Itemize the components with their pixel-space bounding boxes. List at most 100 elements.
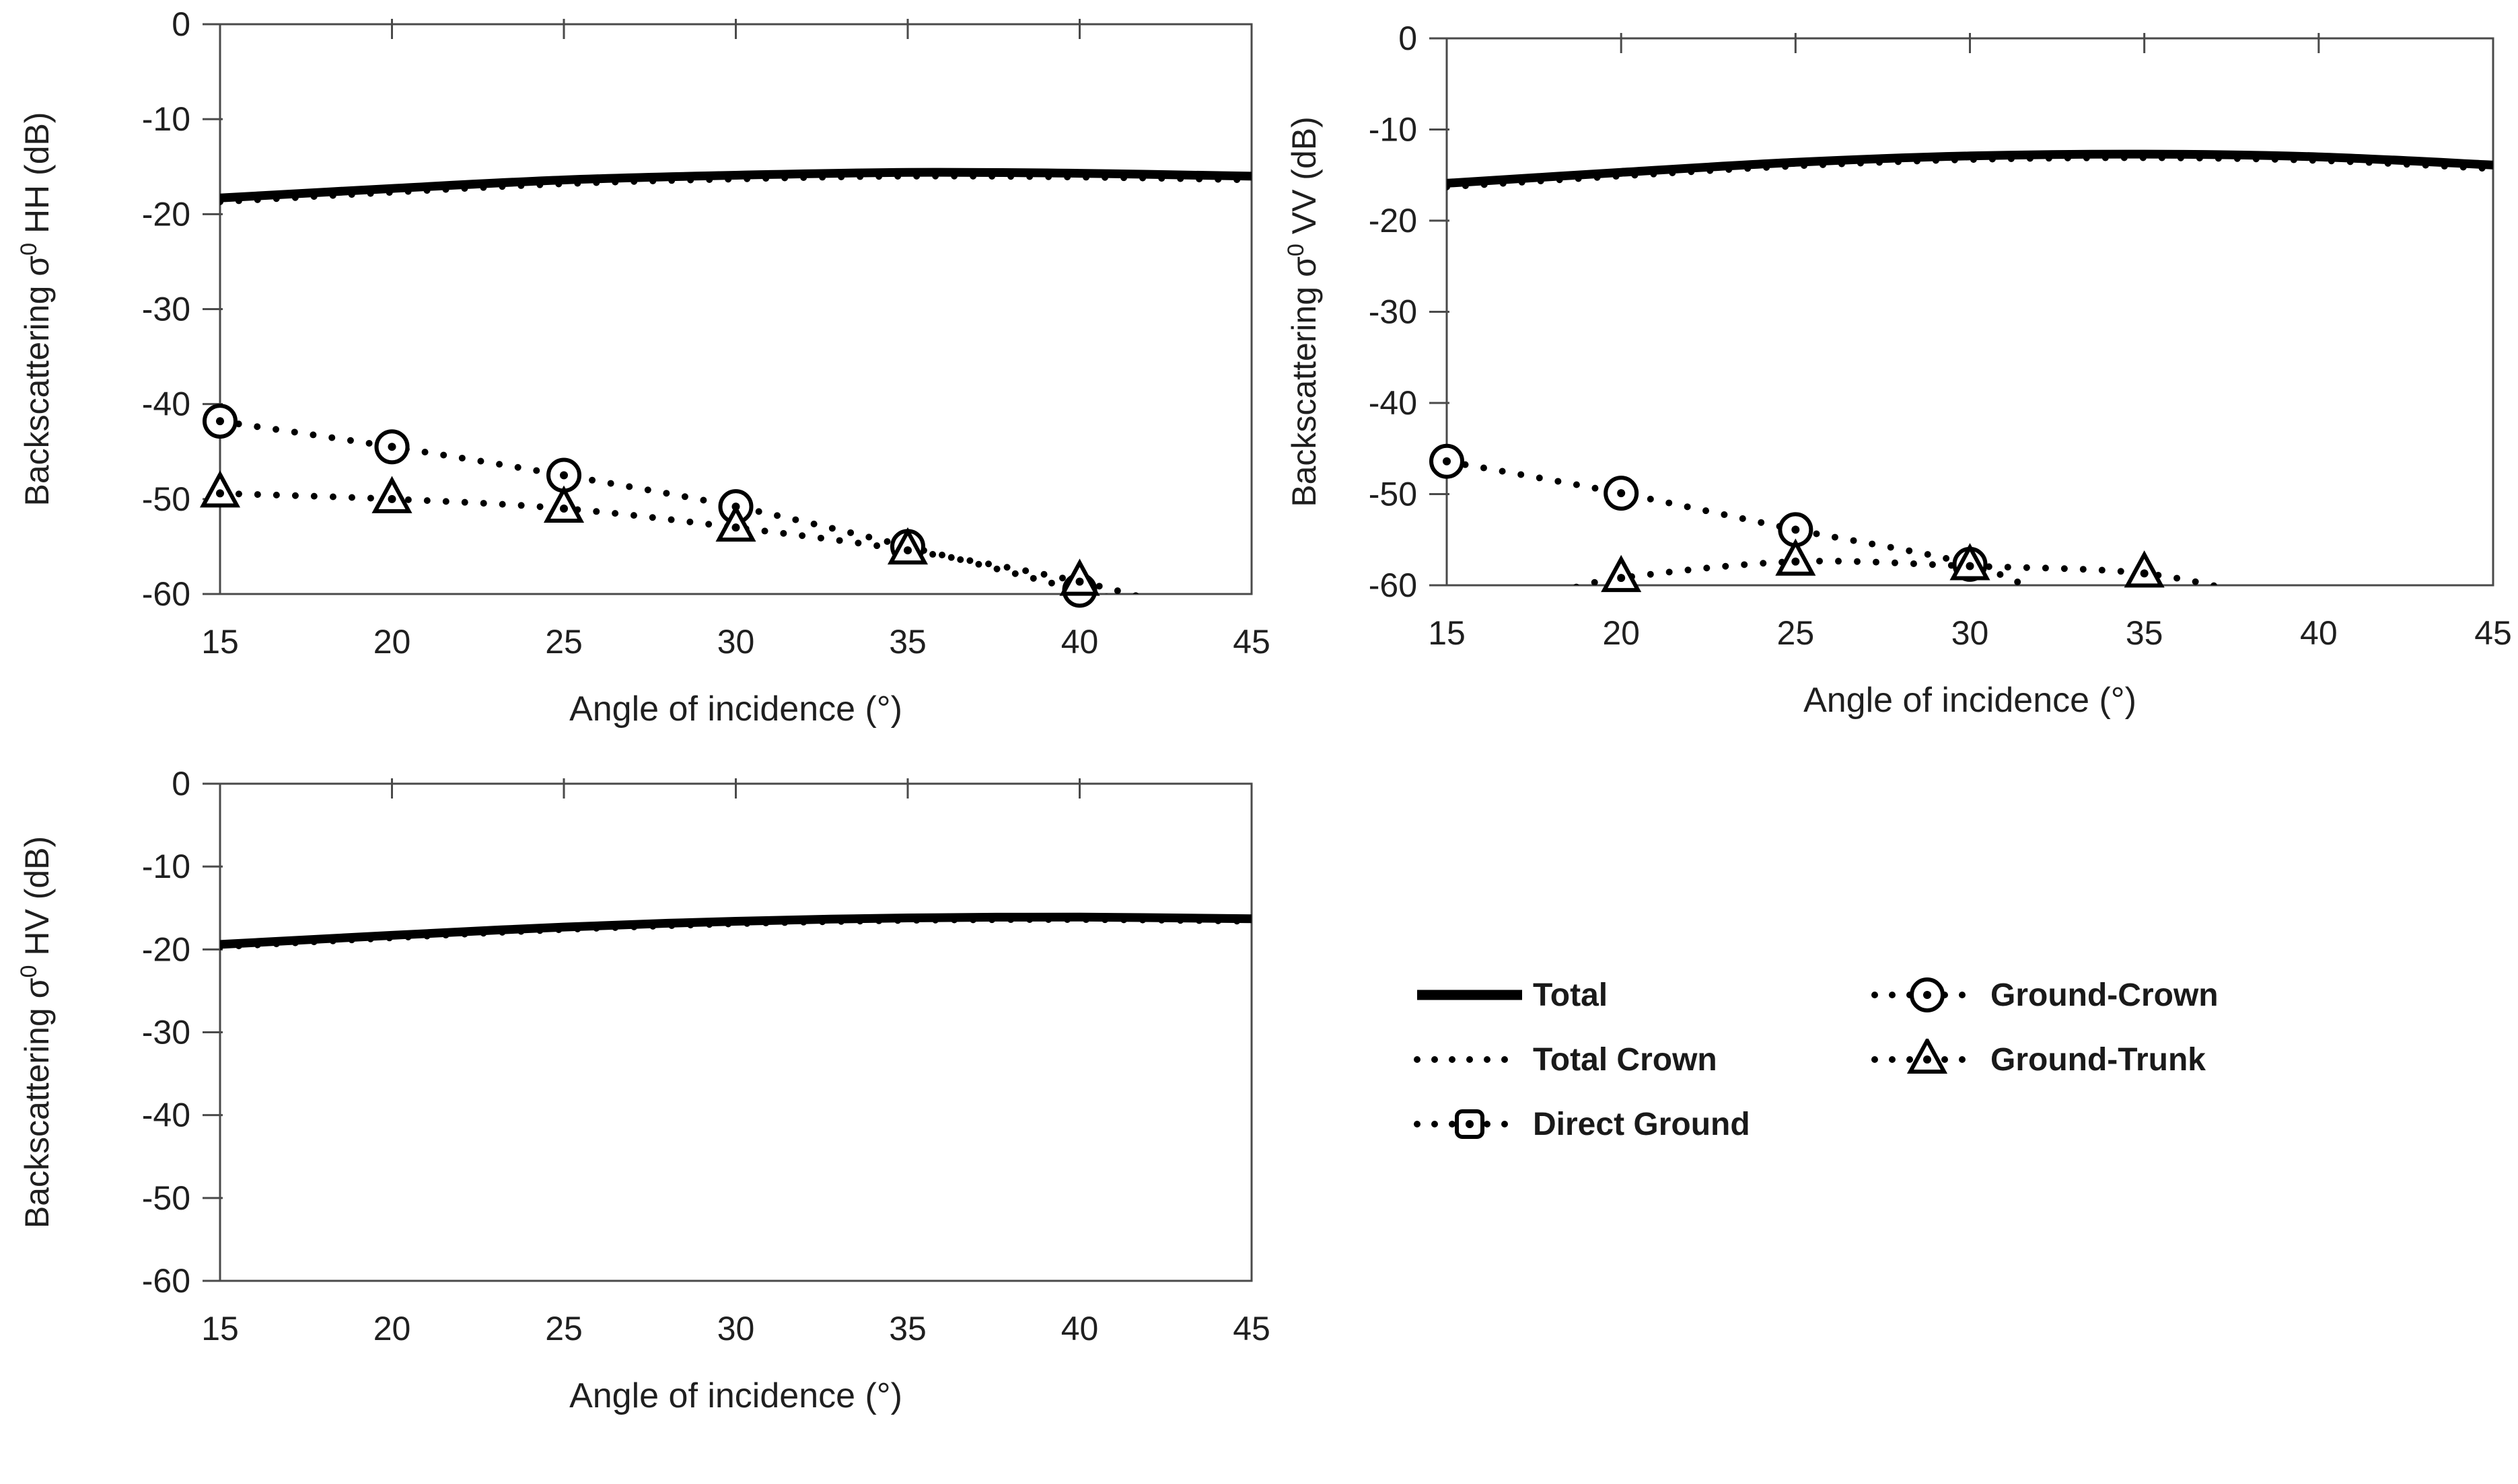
vv-xtick-label: 25: [1777, 614, 1815, 652]
hh-ground-trunk-marker-triangle-1: [371, 476, 412, 513]
chart-hh: 0 -10 -20 -30 -40 -50 -60 15 20 25 30 35 40 45 Angle o…: [0, 0, 1279, 742]
vv-ytick-label: 0: [1398, 20, 1417, 57]
vv-ground-trunk-marker-triangle-2: [1949, 543, 1990, 581]
vv-ground-crown-marker-dot: [1617, 489, 1626, 498]
hv-ytick-label: -30: [142, 1014, 190, 1051]
hv-xaxis-label: Angle of incidence (°): [569, 1376, 902, 1415]
hh-ytick-label: -40: [142, 385, 190, 423]
vv-ground-crown-line: [1447, 457, 2032, 585]
hh-ground-crown-marker-circle-2: [546, 457, 581, 493]
hh-yaxis-label: Backscattering σ0 HH (dB): [16, 112, 56, 506]
hh-total-line: [220, 168, 1252, 202]
vv-xtick-label: 40: [2300, 614, 2338, 652]
vv-ground-trunk-marker-triangle-3: [2124, 550, 2165, 588]
vv-ytick-label: -30: [1369, 293, 1417, 331]
vv-ground-trunk-marker-dot: [1966, 562, 1974, 570]
hh-ytick-label: 0: [172, 5, 190, 43]
vv-ground-trunk-line: [1571, 558, 2227, 585]
hh-series-markers: [199, 404, 1100, 608]
vv-xtick-label: 30: [1951, 614, 1989, 652]
legend-sample-direct-ground: [1414, 1109, 1525, 1139]
vv-ytick-label: -20: [1369, 202, 1417, 239]
legend-label-total: Total: [1533, 977, 1608, 1013]
hh-ground-trunk-marker-triangle-4: [887, 527, 929, 565]
vv-xtick-label: 35: [2126, 614, 2163, 652]
hh-ground-trunk-marker-dot: [731, 523, 740, 532]
legend-direct-ground-marker-dot: [1466, 1120, 1474, 1128]
hh-xtick-label: 40: [1061, 623, 1099, 661]
hh-ground-crown-marker-circle-1: [374, 429, 410, 465]
legend-sample-ground-trunk: [1871, 1039, 1983, 1074]
hh-ytick-label: -20: [142, 195, 190, 233]
hh-ground-trunk-marker-dot: [216, 489, 224, 498]
hh-ground-trunk-marker-dot: [388, 494, 396, 503]
vv-series-lines: [1447, 149, 2493, 585]
vv-ground-crown-marker-dot: [1443, 457, 1451, 466]
vv-plot: 0 -10 -20 -30 -40 -50 -60 15 20 25 30 35 40 45 Angle o…: [1283, 20, 2512, 720]
hh-ground-trunk-marker-dot: [904, 546, 912, 555]
vv-ytick-label: -10: [1369, 111, 1417, 149]
hv-yaxis-label: Backscattering σ0 HV (dB): [16, 836, 56, 1228]
hv-plot-border: [219, 782, 1253, 1282]
vv-xtick-label: 45: [2474, 614, 2512, 652]
hh-ground-crown-marker-dot: [560, 471, 568, 480]
vv-plot-border: [1445, 37, 2494, 587]
hh-ground-trunk-marker-triangle-3: [715, 504, 756, 542]
vv-ground-crown-marker-circle-0: [1429, 443, 1464, 479]
vv-ytick-label: -50: [1369, 476, 1417, 513]
legend-direct-ground-marker-square-0: [1455, 1109, 1484, 1139]
vv-ground-trunk-marker-dot: [1791, 557, 1800, 566]
vv-ytick-label: -40: [1369, 384, 1417, 422]
hh-ytick-label: -50: [142, 480, 190, 518]
legend-label-ground-trunk: Ground-Trunk: [1990, 1041, 2206, 1078]
legend-item-direct-ground: Direct Ground: [1413, 1103, 1871, 1145]
vv-yaxis-label: Backscattering σ0 VV (dB): [1283, 116, 1323, 507]
legend-ground-crown-marker-dot: [1923, 991, 1931, 999]
legend-item-total: Total: [1413, 974, 1871, 1016]
hh-ytick-label: -10: [142, 100, 190, 138]
hh-ground-crown-marker-circle-0: [203, 404, 238, 439]
hh-ground-trunk-line: [220, 490, 1143, 594]
legend-item-ground-trunk: Ground-Trunk: [1871, 1039, 2219, 1080]
chart-vv: 0 -10 -20 -30 -40 -50 -60 15 20 25 30 35 40 45 Angle o…: [1279, 0, 2518, 742]
legend-ground-trunk-marker-dot: [1923, 1055, 1931, 1064]
hh-ground-crown-marker-dot: [216, 417, 224, 426]
hv-total-line: [220, 912, 1252, 949]
chart-hv: 0 -10 -20 -30 -40 -50 -60 15 20 25 30 35 40 45 Angle o…: [0, 742, 1279, 1484]
hh-xtick-label: 15: [201, 623, 239, 661]
hh-ground-trunk-marker-triangle-0: [199, 470, 241, 508]
hv-xtick-label: 30: [717, 1310, 755, 1347]
vv-ground-trunk-marker-triangle-1: [1775, 538, 1816, 576]
legend-label-total-crown: Total Crown: [1533, 1041, 1717, 1078]
vv-series-markers: [1429, 443, 2165, 593]
legend-column-1: Total Total Crown Direct Ground: [1413, 974, 1871, 1168]
vv-xtick-label: 15: [1428, 614, 1466, 652]
legend-ground-crown-marker-circle-0: [1910, 977, 1945, 1012]
hv-ytick-label: -20: [142, 930, 190, 968]
vv-total-line: [1447, 149, 2493, 188]
hh-xtick-label: 45: [1233, 623, 1270, 661]
hh-ground-trunk-marker-triangle-5: [1059, 558, 1100, 596]
hv-xtick-label: 40: [1061, 1310, 1099, 1347]
vv-ground-trunk-marker-dot: [1617, 574, 1626, 583]
legend-ground-trunk-marker-triangle-0: [1906, 1039, 1948, 1074]
hv-xtick-label: 20: [373, 1310, 411, 1347]
legend-label-ground-crown: Ground-Crown: [1990, 977, 2219, 1013]
legend: Total Total Crown Direct Ground Ground-Crow…: [1413, 940, 2436, 1168]
legend-sample-total-crown: [1414, 1056, 1525, 1063]
vv-xaxis-label: Angle of incidence (°): [1803, 681, 2136, 720]
hh-total-crown-line: [220, 172, 1252, 205]
hv-xtick-label: 25: [545, 1310, 583, 1347]
vv-ytick-label: -60: [1369, 566, 1417, 604]
legend-sample-total: [1417, 990, 1522, 1000]
legend-item-total-crown: Total Crown: [1413, 1039, 1871, 1080]
hh-xtick-label: 25: [545, 623, 583, 661]
hh-series-lines: [220, 168, 1252, 594]
hv-ytick-label: -50: [142, 1179, 190, 1217]
hh-xaxis-label: Angle of incidence (°): [569, 690, 902, 729]
hv-ytick-label: -40: [142, 1097, 190, 1134]
hh-ground-crown-marker-dot: [388, 443, 396, 451]
hv-series-lines: [220, 912, 1252, 951]
hv-ytick-label: -10: [142, 848, 190, 885]
